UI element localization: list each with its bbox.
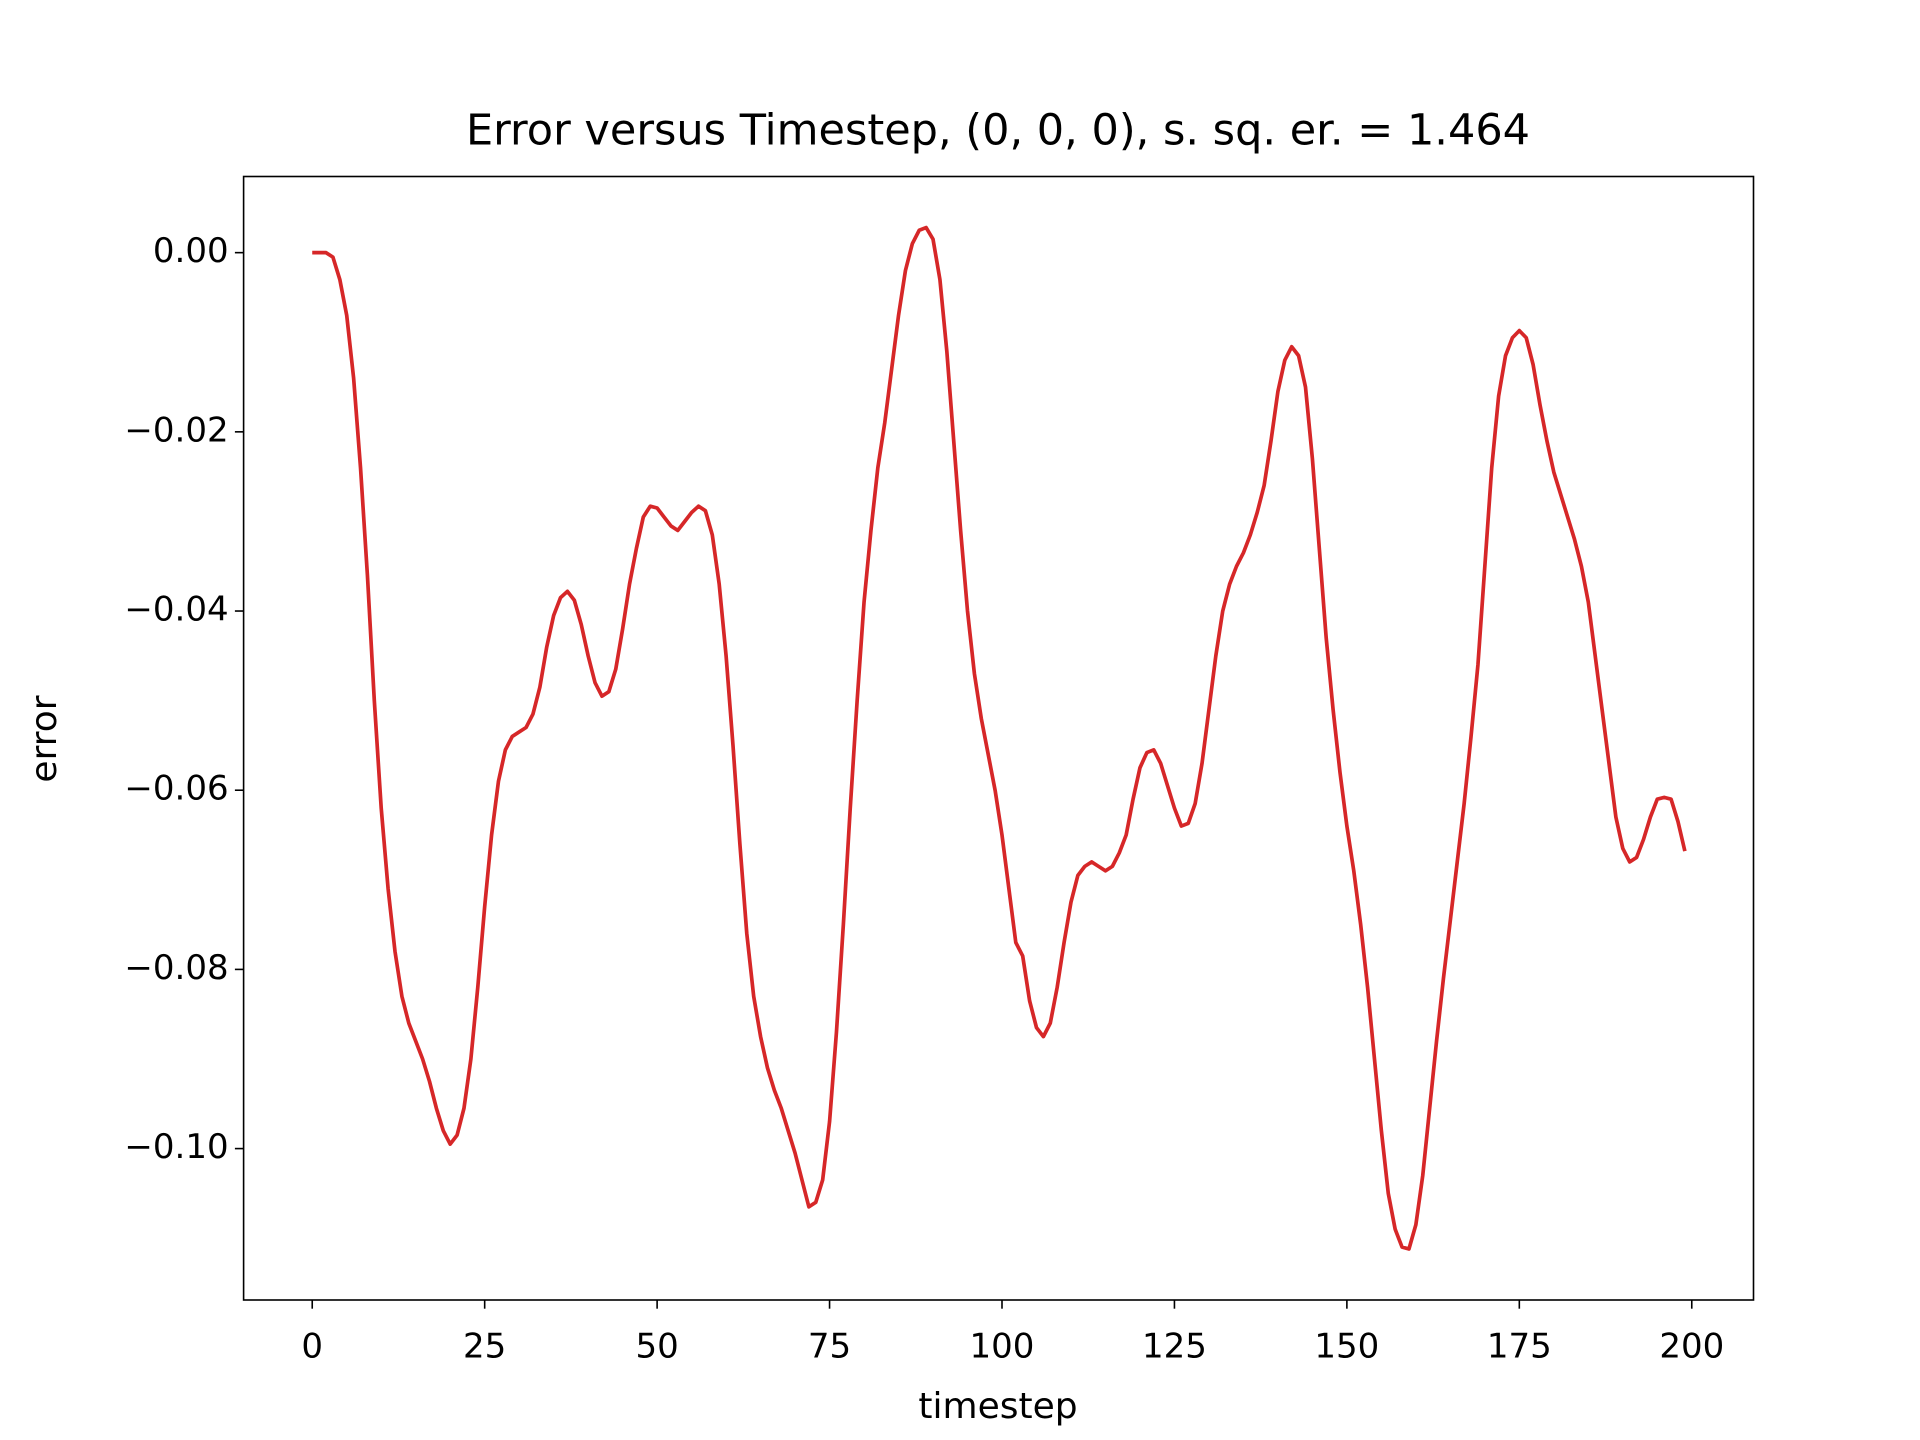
y-tick-label: −0.06: [124, 769, 228, 809]
y-tick-label: −0.04: [124, 590, 228, 630]
x-tick-label: 25: [463, 1327, 506, 1367]
plot-frame: [242, 175, 1755, 1301]
x-tick-label: 125: [1142, 1327, 1207, 1367]
y-tick-label: −0.02: [124, 410, 228, 450]
x-tick-label: 0: [301, 1327, 323, 1367]
x-tick-label: 150: [1314, 1327, 1379, 1367]
x-tick-label: 175: [1487, 1327, 1552, 1367]
line: [312, 225, 1687, 1251]
y-tick-label: −0.08: [124, 948, 228, 988]
y-axis-label: error: [24, 695, 65, 782]
y-tick-label: 0.00: [153, 231, 229, 271]
x-tick-label: 200: [1659, 1327, 1724, 1367]
x-tick-label: 75: [808, 1327, 851, 1367]
chart-title: Error versus Timestep, (0, 0, 0), s. sq.…: [466, 106, 1530, 156]
y-tick-label: −0.10: [124, 1127, 228, 1167]
x-axis-label: timestep: [918, 1386, 1077, 1427]
x-tick-label: 50: [635, 1327, 678, 1367]
x-tick-label: 100: [970, 1327, 1035, 1367]
